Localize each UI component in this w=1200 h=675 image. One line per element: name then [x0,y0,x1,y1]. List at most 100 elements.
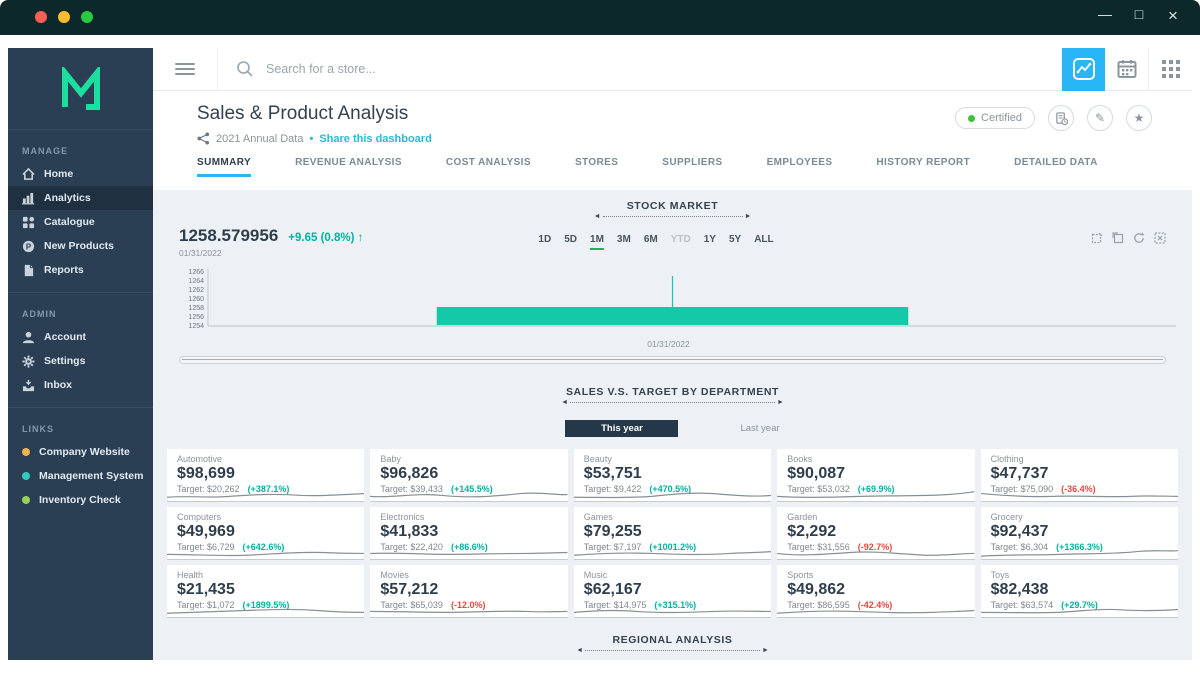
sidebar-item-new-products[interactable]: P New Products [8,234,153,258]
sidebar-item-company-website[interactable]: Company Website [8,440,153,464]
sidebar-item-settings[interactable]: Settings [8,349,153,373]
svg-text:1256: 1256 [188,314,204,321]
department-name: Toys [991,570,1168,580]
stock-header-row: 1258.579956 +9.65 (0.8%) ↑ 01/31/2022 1D… [153,226,1192,262]
hamburger-menu-icon[interactable] [175,60,195,78]
sidebar-item-account[interactable]: Account [8,325,153,349]
department-name: Games [584,512,761,522]
department-card-automotive: Automotive $98,699 Target: $20,262(+387.… [167,449,364,502]
department-name: Clothing [991,454,1168,464]
sidebar-item-home[interactable]: Home [8,162,153,186]
sidebar-item-management-system[interactable]: Management System [8,464,153,488]
search-input[interactable] [266,62,566,76]
tab-revenue-analysis[interactable]: REVENUE ANALYSIS [295,157,402,174]
sidebar-item-reports[interactable]: Reports [8,258,153,282]
tab-history-report[interactable]: HISTORY REPORT [876,157,970,174]
brand-m-logo [56,67,106,111]
department-name: Sports [787,570,964,580]
department-card-garden: Garden $2,292 Target: $31,556(-92.7%) [777,507,974,560]
clear-selection-icon[interactable] [1154,232,1166,244]
dashboard-subtitle: 2021 Annual Data [216,133,303,145]
apps-grid-button[interactable] [1149,48,1192,91]
certified-badge: Certified [955,107,1035,129]
line-chart-icon [1073,58,1095,80]
arrow-left-icon: ◄ [576,647,583,654]
certified-dot-icon [968,115,975,122]
department-name: Health [177,570,354,580]
zoom-reset-icon[interactable] [1112,232,1124,244]
calendar-view-button[interactable] [1105,48,1148,91]
range-6m[interactable]: 6M [644,234,658,250]
share-dashboard-link[interactable]: Share this dashboard [319,133,431,145]
search-icon [236,60,254,78]
section-resize-handle: ◄ ► [153,399,1192,406]
svg-text:1260: 1260 [188,296,204,303]
department-card-music: Music $62,167 Target: $14,975(+315.1%) [574,565,771,618]
department-name: Beauty [584,454,761,464]
stock-change: +9.65 (0.8%) ↑ [288,232,363,244]
green-dot-icon [22,496,30,504]
zoom-select-icon[interactable] [1091,232,1103,244]
bar-chart-icon [22,192,35,205]
minimize-traffic-light[interactable] [58,11,70,23]
range-5d[interactable]: 5D [564,234,577,250]
data-zoom-slider[interactable] [179,356,1166,364]
edit-dashboard-button[interactable]: ✎ [1087,105,1113,131]
department-card-movies: Movies $57,212 Target: $65,039(-12.0%) [370,565,567,618]
tab-summary[interactable]: SUMMARY [197,157,251,177]
close-icon[interactable]: × [1164,6,1182,26]
range-all[interactable]: ALL [754,234,773,250]
tab-cost-analysis[interactable]: COST ANALYSIS [446,157,531,174]
section-resize-handle: ◄ ► [153,213,1192,220]
yellow-dot-icon [22,448,30,456]
share-icon[interactable] [197,132,210,145]
zoom-traffic-light[interactable] [81,11,93,23]
sidebar-item-inbox[interactable]: Inbox [8,373,153,397]
sparkline-chart [167,488,364,501]
sidebar-item-label: Inbox [44,379,72,391]
tab-stores[interactable]: STORES [575,157,618,174]
department-name: Baby [380,454,557,464]
department-value: $2,292 [787,523,964,541]
tab-suppliers[interactable]: SUPPLIERS [662,157,722,174]
svg-text:1262: 1262 [188,287,204,294]
range-1d[interactable]: 1D [538,234,551,250]
this-year-toggle[interactable]: This year [565,420,678,437]
maximize-icon[interactable]: □ [1130,6,1148,26]
range-3m[interactable]: 3M [617,234,631,250]
department-card-toys: Toys $82,438 Target: $63,574(+29.7%) [981,565,1178,618]
department-name: Computers [177,512,354,522]
traffic-lights [35,11,93,23]
analytics-view-button[interactable] [1062,48,1105,91]
sparkline-chart [777,546,974,559]
department-name: Music [584,570,761,580]
favorite-button[interactable]: ★ [1126,105,1152,131]
sidebar-item-inventory-check[interactable]: Inventory Check [8,488,153,512]
department-value: $21,435 [177,581,354,599]
minimize-icon[interactable]: — [1096,6,1114,26]
sidebar-item-catalogue[interactable]: Catalogue [8,210,153,234]
range-ytd[interactable]: YTD [671,234,691,250]
grid-icon [22,216,35,229]
inbox-icon [22,379,35,392]
range-5y[interactable]: 5Y [729,234,741,250]
arrow-left-icon: ◄ [594,213,601,220]
last-year-toggle[interactable]: Last year [740,423,779,434]
close-traffic-light[interactable] [35,11,47,23]
tab-employees[interactable]: EMPLOYEES [767,157,833,174]
app-window: MANAGE Home Analytics Catalogue P New Pr… [0,35,1200,675]
logo[interactable] [8,48,153,130]
department-value: $90,087 [787,465,964,483]
sidebar-item-analytics[interactable]: Analytics [8,186,153,210]
dashboard-tabs: SUMMARY REVENUE ANALYSIS COST ANALYSIS S… [153,157,1192,190]
report-schedule-button[interactable] [1048,105,1074,131]
sidebar-item-label: Home [44,168,73,180]
range-1m[interactable]: 1M [590,234,604,250]
section-title: STOCK MARKET [153,200,1192,212]
teal-dot-icon [22,472,30,480]
tab-detailed-data[interactable]: DETAILED DATA [1014,157,1098,174]
candle-body[interactable] [437,307,909,325]
department-value: $79,255 [584,523,761,541]
range-1y[interactable]: 1Y [704,234,716,250]
restore-icon[interactable] [1133,232,1145,244]
